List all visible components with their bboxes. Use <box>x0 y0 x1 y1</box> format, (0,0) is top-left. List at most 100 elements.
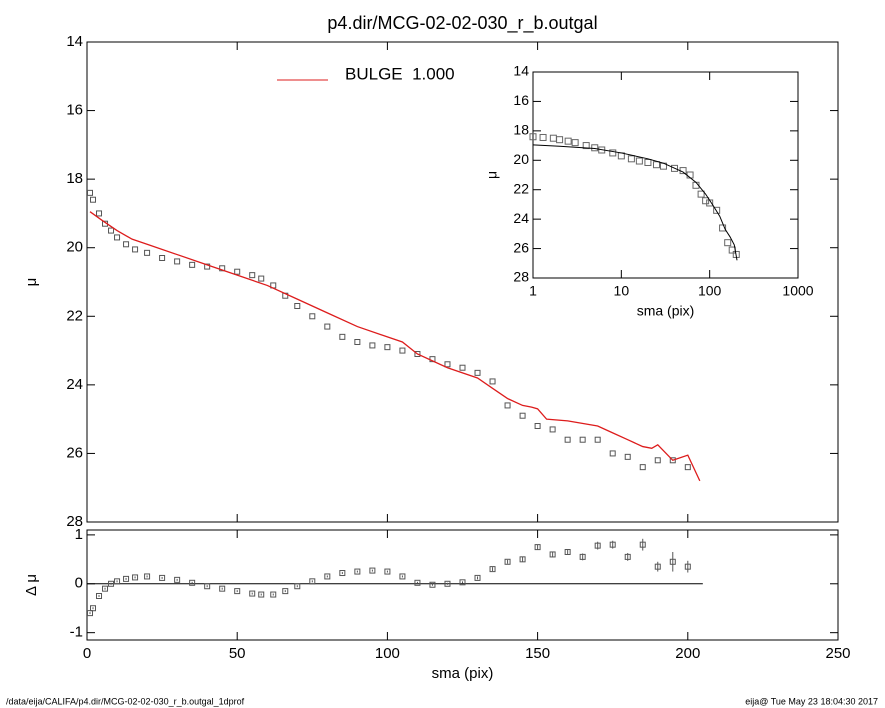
data-point <box>571 139 579 147</box>
plot-frame <box>86 41 839 523</box>
x-tick-label: 0 <box>83 645 91 662</box>
x-tick-label: 1 <box>529 283 537 299</box>
data-point <box>635 157 643 165</box>
data-point <box>624 553 631 560</box>
data-point <box>644 158 652 166</box>
data-point <box>369 342 376 349</box>
y-tick-label: 0 <box>75 575 83 592</box>
data-point <box>504 558 511 565</box>
data-point <box>697 190 705 198</box>
data-point <box>519 412 526 419</box>
data-point <box>87 189 94 196</box>
data-point <box>294 583 301 590</box>
y-tick-label: 20 <box>513 151 529 167</box>
data-point <box>90 196 97 203</box>
data-point <box>579 553 586 560</box>
data-point <box>114 578 121 585</box>
y-tick-label: 26 <box>513 239 529 255</box>
data-point <box>671 164 679 172</box>
data-point <box>669 457 676 464</box>
model-line <box>89 211 701 482</box>
data-point <box>539 133 547 141</box>
y-tick-label: 28 <box>513 269 529 285</box>
data-point <box>639 464 646 471</box>
y-tick-label: 20 <box>66 239 83 256</box>
footer-right: eija@ Tue May 23 18:04:30 2017 <box>745 696 878 706</box>
y-tick-label: 16 <box>66 102 83 119</box>
data-point <box>556 136 564 144</box>
data-point <box>529 133 537 141</box>
data-point <box>684 563 691 570</box>
data-point <box>609 450 616 457</box>
x-tick-label: 1000 <box>782 283 813 299</box>
data-point <box>249 272 256 279</box>
data-point <box>309 313 316 320</box>
data-point <box>654 563 661 570</box>
data-point <box>713 206 721 214</box>
x-tick-label: 10 <box>614 283 630 299</box>
data-point <box>123 575 130 582</box>
data-point <box>728 246 736 254</box>
data-point <box>174 258 181 265</box>
y-tick-label: 24 <box>513 210 529 226</box>
data-point <box>144 249 151 256</box>
data-point <box>324 323 331 330</box>
data-point <box>219 265 226 272</box>
data-point <box>702 197 710 205</box>
data-point <box>309 578 316 585</box>
y-axis-label: μ <box>23 278 40 287</box>
y-tick-label: 14 <box>513 63 529 79</box>
data-point <box>591 144 599 152</box>
data-point <box>549 134 557 142</box>
data-point <box>174 576 181 583</box>
data-point <box>564 549 571 555</box>
data-point <box>399 573 406 580</box>
data-point <box>534 423 541 429</box>
data-point <box>87 610 94 617</box>
data-point <box>474 369 481 376</box>
y-tick-label: 16 <box>513 92 529 108</box>
data-point <box>669 558 676 565</box>
data-point <box>594 542 601 549</box>
data-point <box>234 268 241 275</box>
data-point <box>108 580 115 587</box>
data-point <box>132 246 139 253</box>
data-point <box>444 361 451 368</box>
data-point <box>234 588 241 595</box>
y-axis-label: Δ μ <box>23 574 40 596</box>
plot-frame <box>86 529 839 641</box>
data-point <box>609 541 616 548</box>
y-tick-label: 14 <box>66 33 83 50</box>
x-tick-label: 250 <box>825 645 850 662</box>
data-point <box>564 137 572 145</box>
data-point <box>399 347 406 354</box>
data-point <box>414 351 421 357</box>
data-point <box>114 234 121 241</box>
y-tick-label: 22 <box>513 180 529 196</box>
data-point <box>654 457 661 464</box>
data-point <box>189 579 196 586</box>
data-point <box>258 591 265 598</box>
data-point <box>294 303 301 309</box>
data-point <box>102 585 109 592</box>
x-axis-label: sma (pix) <box>432 665 494 682</box>
data-point <box>474 574 481 581</box>
data-point <box>414 579 421 586</box>
data-point <box>429 581 436 588</box>
x-tick-label: 50 <box>229 645 246 662</box>
y-tick-label: 28 <box>66 513 83 530</box>
data-point <box>534 544 541 551</box>
data-point <box>579 436 586 443</box>
data-point <box>519 556 526 563</box>
data-point <box>384 568 391 575</box>
data-point <box>270 591 277 598</box>
data-point <box>564 436 571 443</box>
data-point <box>96 210 103 217</box>
data-point <box>504 402 511 409</box>
data-point <box>204 583 211 590</box>
data-point <box>609 149 617 157</box>
y-tick-label: 1 <box>75 526 83 543</box>
x-tick-label: 100 <box>698 283 722 299</box>
data-point <box>249 590 256 597</box>
